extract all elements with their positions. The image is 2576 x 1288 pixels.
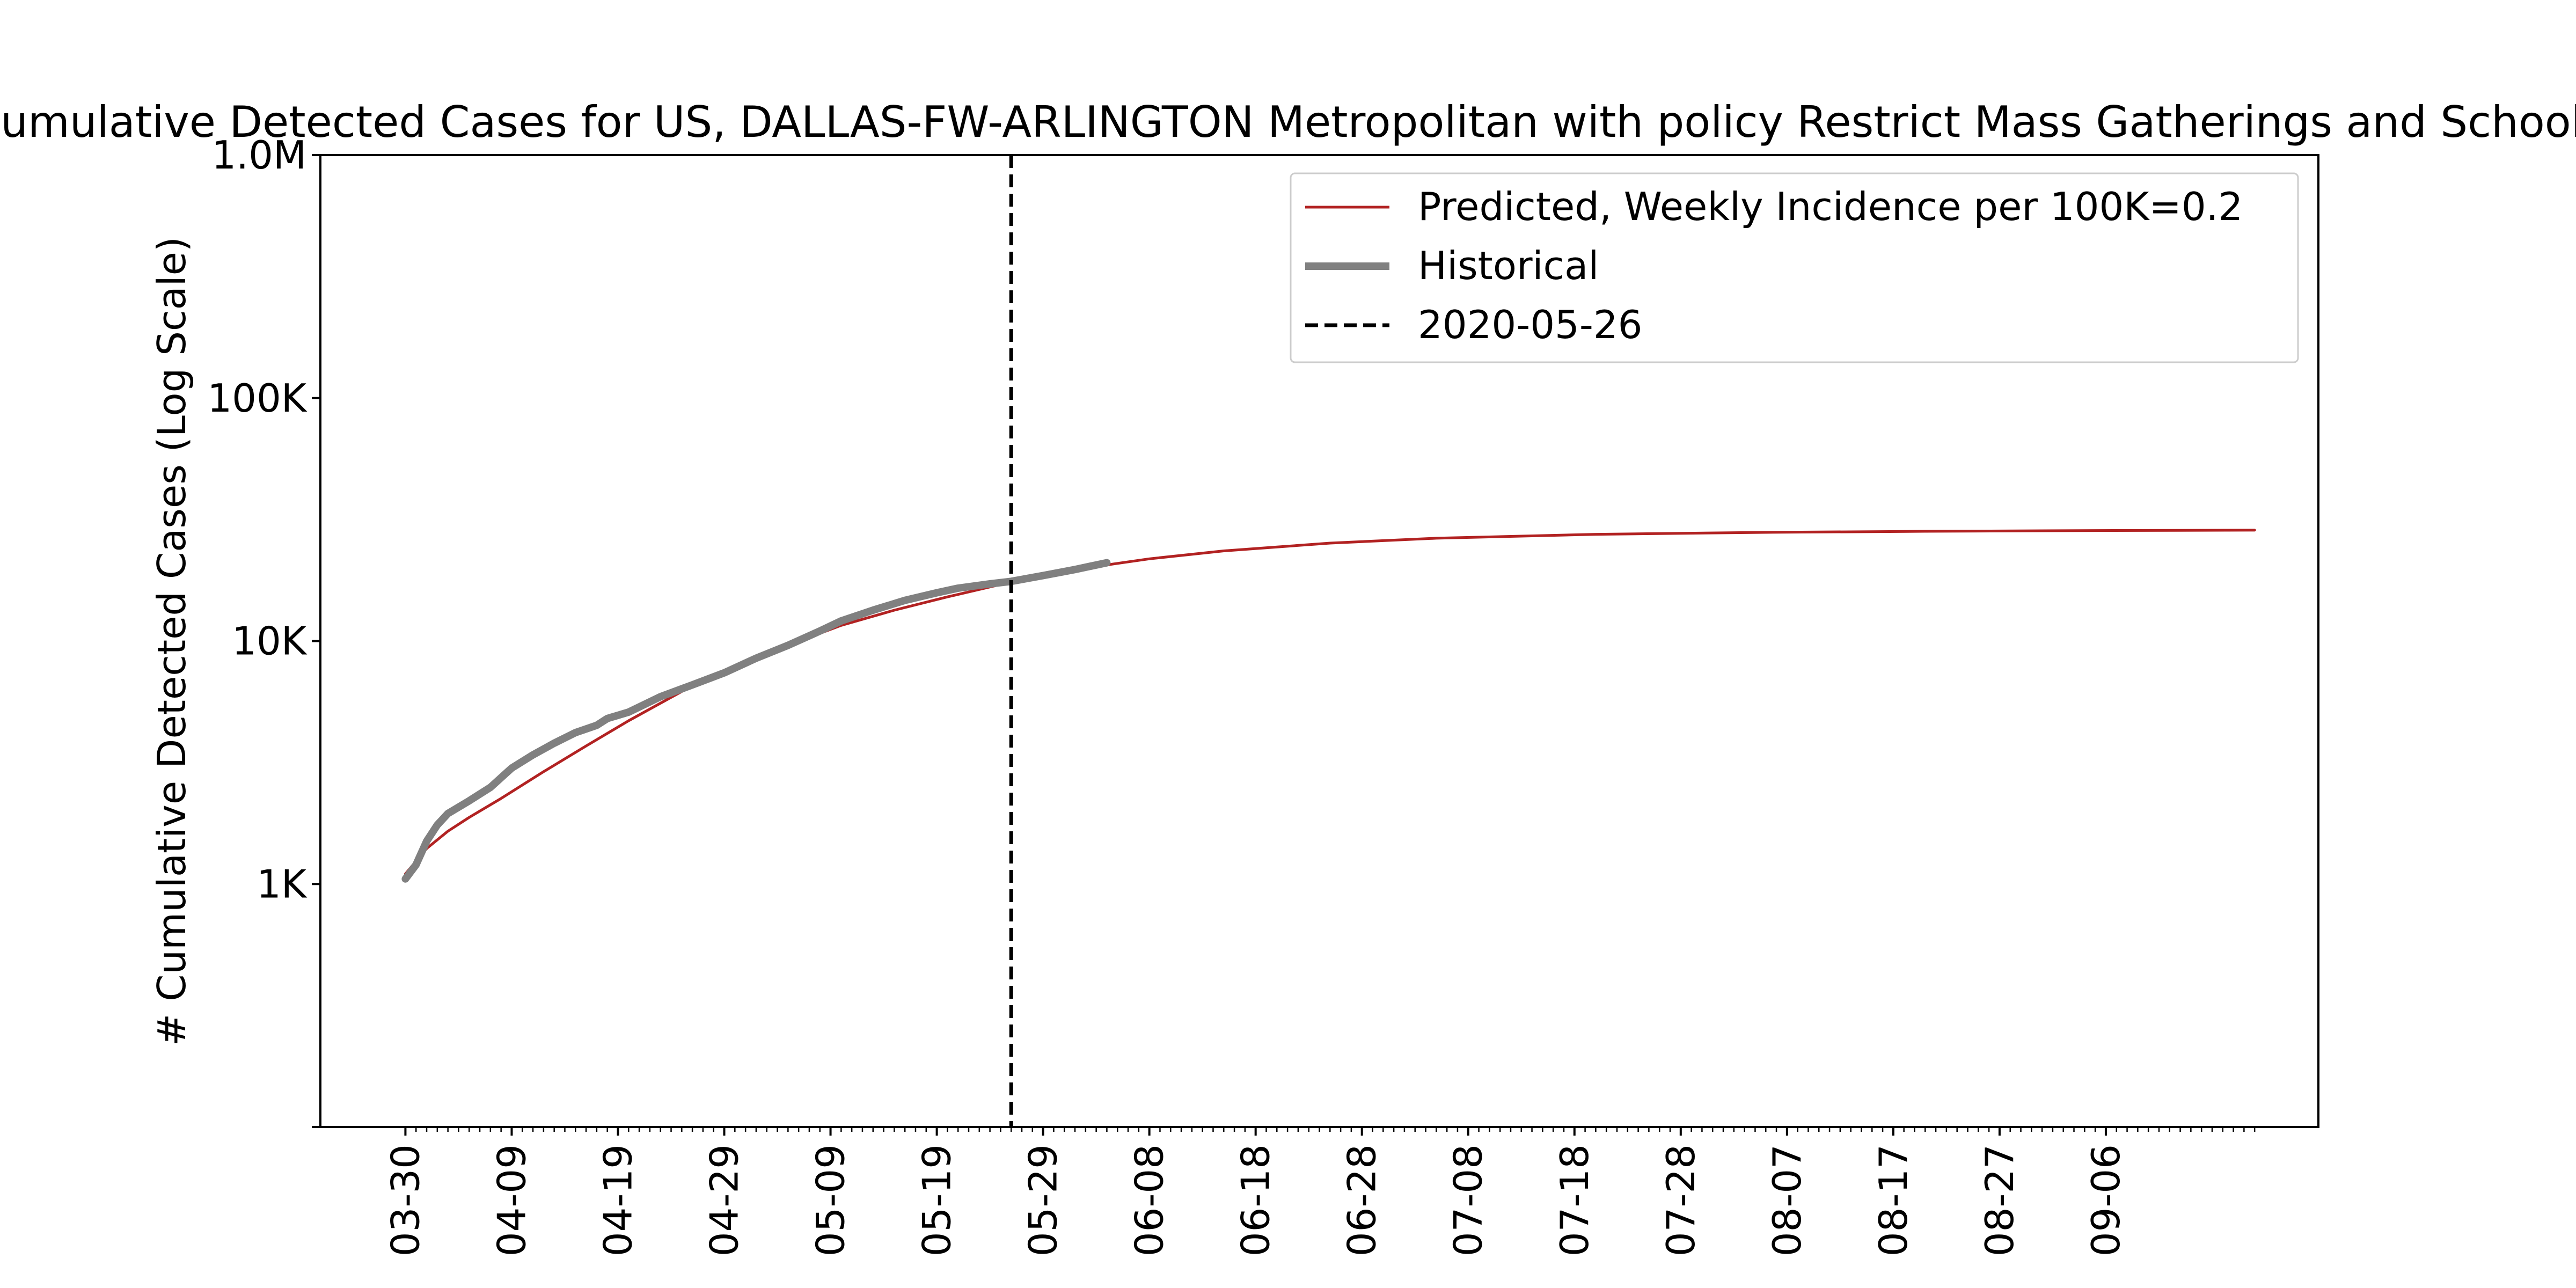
x-tick-label: 05-09 bbox=[808, 1144, 853, 1256]
x-axis: 03-30 04-09 04-19 04-29 05-09 05-19 05-29 06-08… bbox=[383, 1127, 2256, 1256]
series-line-historical bbox=[401, 559, 1111, 883]
legend-label-vline: 2020-05-26 bbox=[1418, 302, 1642, 347]
y-axis-label: # Cumulative Detected Cases (Log Scale) bbox=[149, 237, 194, 1046]
x-tick-label: 06-08 bbox=[1127, 1144, 1172, 1256]
x-tick-label: 06-18 bbox=[1233, 1144, 1278, 1256]
legend-label-predicted: Predicted, Weekly Incidence per 100K=0.2 bbox=[1418, 184, 2243, 229]
x-tick-label: 06-28 bbox=[1340, 1144, 1385, 1256]
x-tick-label: 07-18 bbox=[1552, 1144, 1597, 1256]
x-tick-label: 07-28 bbox=[1658, 1144, 1703, 1256]
y-tick-label: 10K bbox=[232, 619, 308, 664]
x-tick-label: 08-27 bbox=[1977, 1144, 2022, 1256]
x-tick-label: 04-29 bbox=[702, 1144, 747, 1256]
x-tick-label: 07-08 bbox=[1446, 1144, 1491, 1256]
x-tick-label: 05-19 bbox=[914, 1144, 960, 1256]
x-tick-label: 08-07 bbox=[1765, 1144, 1810, 1256]
y-tick-label: 1.0M bbox=[211, 133, 306, 178]
y-axis: 1K 10K 100K 1.0M bbox=[207, 133, 320, 1128]
legend-label-historical: Historical bbox=[1418, 243, 1599, 288]
x-tick-label: 04-09 bbox=[489, 1144, 534, 1256]
y-tick-label: 1K bbox=[257, 861, 308, 906]
series-line-predicted bbox=[404, 529, 2256, 875]
x-tick-label: 09-06 bbox=[2083, 1144, 2128, 1256]
legend-box bbox=[1290, 172, 2299, 363]
y-tick-label: 100K bbox=[207, 376, 307, 421]
x-tick-label: 03-30 bbox=[383, 1144, 428, 1256]
x-tick-label: 05-29 bbox=[1021, 1144, 1066, 1256]
legend: Predicted, Weekly Incidence per 100K=0.2… bbox=[1290, 172, 2299, 363]
x-tick-label: 04-19 bbox=[595, 1144, 640, 1256]
chart-title: Cumulative Detected Cases for US, DALLAS… bbox=[0, 97, 2576, 147]
x-tick-label: 08-17 bbox=[1871, 1144, 1916, 1256]
